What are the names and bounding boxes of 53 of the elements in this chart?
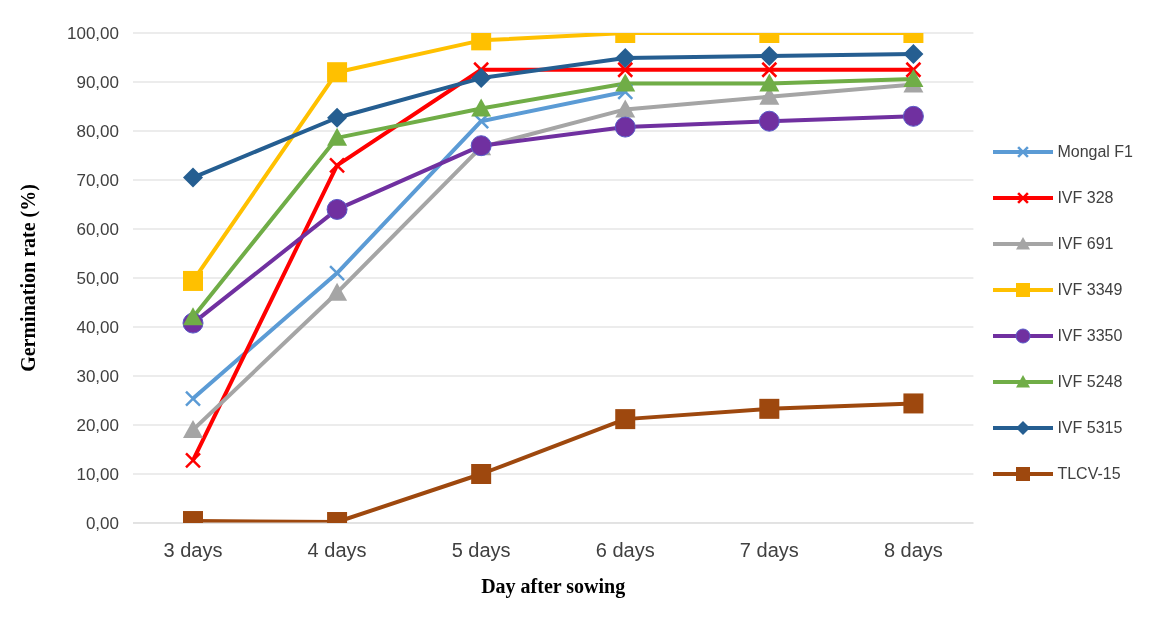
y-tick-label: 90,00: [76, 73, 119, 93]
y-tick-label: 20,00: [76, 416, 119, 436]
legend-label: TLCV-15: [1057, 465, 1121, 483]
y-tick-label: 60,00: [76, 220, 119, 240]
point: [903, 44, 924, 65]
legend-label: IVF 3350: [1057, 327, 1123, 345]
point: [326, 198, 348, 220]
point: [471, 68, 492, 89]
y-tick-label: 0,00: [85, 514, 119, 534]
legend-label: IVF 5315: [1057, 419, 1123, 437]
point: [183, 307, 203, 326]
x-tick-label: 6 days: [595, 539, 655, 562]
legend-label: Mongal F1: [1057, 143, 1133, 161]
point: [183, 167, 203, 188]
point: [759, 46, 780, 67]
point: [471, 98, 492, 117]
point: [902, 105, 924, 127]
y-tick-label: 10,00: [76, 465, 119, 485]
point: [183, 419, 203, 438]
point: [327, 282, 348, 301]
x-tick-label: 4 days: [307, 539, 367, 562]
point: [903, 393, 924, 414]
legend-label: IVF 328: [1057, 189, 1114, 207]
x-tick-label: 7 days: [739, 539, 799, 562]
y-tick-label: 50,00: [76, 269, 119, 289]
y-tick-label: 40,00: [76, 318, 119, 338]
point: [615, 73, 636, 92]
x-tick-label: 5 days: [451, 539, 511, 562]
point: [615, 99, 636, 118]
point: [327, 127, 348, 146]
point: [759, 73, 780, 92]
legend-label: IVF 691: [1057, 235, 1114, 253]
point: [615, 47, 636, 68]
point: [758, 110, 780, 132]
y-axis-title: Germination rate (%): [17, 184, 41, 372]
y-tick-label: 80,00: [76, 122, 119, 142]
point: [183, 270, 203, 291]
y-tick-label: 100,00: [67, 24, 119, 44]
point: [615, 409, 636, 430]
legend-label: IVF 3349: [1057, 281, 1123, 299]
point: [327, 107, 348, 128]
x-tick-label: 8 days: [883, 539, 943, 562]
point: [614, 116, 636, 138]
y-tick-label: 70,00: [76, 171, 119, 191]
point: [327, 62, 348, 83]
legend-label: IVF 5248: [1057, 373, 1123, 391]
point: [759, 398, 780, 419]
point: [471, 33, 492, 51]
y-tick-label: 30,00: [76, 367, 119, 387]
point: [471, 464, 492, 484]
x-axis-title: Day after sowing: [481, 575, 626, 598]
point: [903, 69, 924, 88]
x-tick-label: 3 days: [163, 539, 223, 562]
